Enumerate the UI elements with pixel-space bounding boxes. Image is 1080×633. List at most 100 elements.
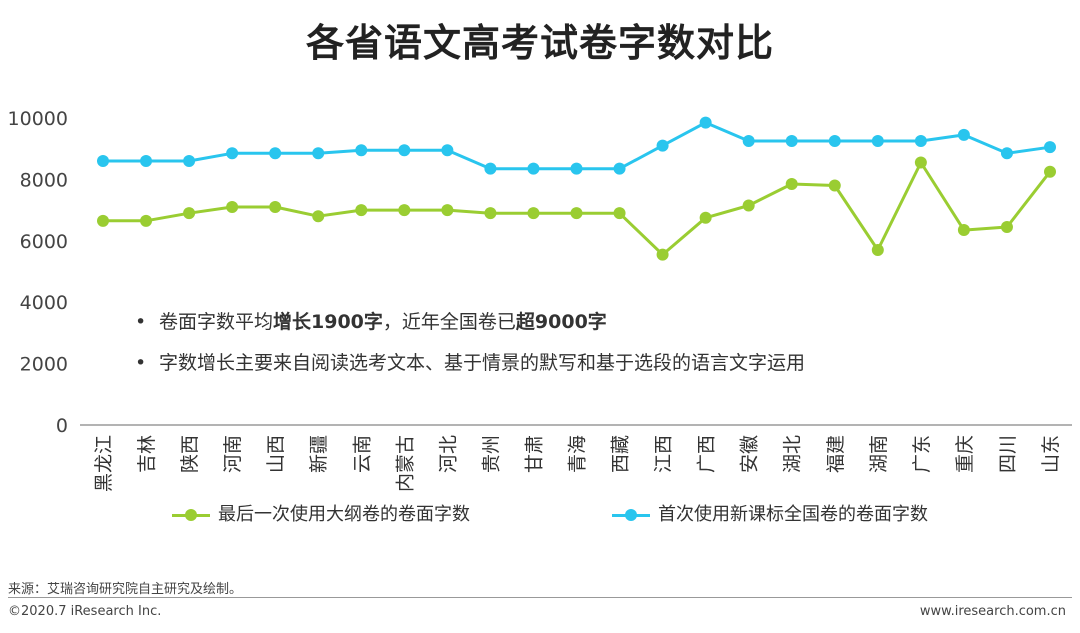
data-point bbox=[699, 211, 712, 224]
x-tick-label: 新疆 bbox=[308, 435, 330, 473]
data-point bbox=[871, 244, 884, 257]
data-point bbox=[183, 154, 196, 167]
series-line bbox=[103, 121, 1051, 171]
note-1-middle: ，近年全国卷已 bbox=[382, 311, 516, 333]
data-point bbox=[183, 207, 196, 220]
data-point bbox=[570, 162, 583, 175]
data-point bbox=[97, 154, 109, 167]
x-tick-label: 陕西 bbox=[179, 435, 201, 473]
data-point bbox=[1000, 220, 1013, 233]
bullet-icon: • bbox=[135, 352, 147, 374]
data-point bbox=[785, 178, 798, 191]
x-tick-label: 江西 bbox=[653, 435, 675, 473]
data-point bbox=[527, 162, 540, 175]
data-point bbox=[1044, 141, 1056, 154]
data-point bbox=[914, 156, 927, 169]
x-tick-label: 重庆 bbox=[954, 435, 976, 473]
data-point bbox=[828, 179, 841, 192]
legend-item-national-exam: 首次使用新课标全国卷的卷面字数 bbox=[612, 500, 928, 526]
data-point bbox=[957, 224, 970, 237]
x-tick-label: 西藏 bbox=[610, 435, 632, 473]
chart-title: 各省语文高考试卷字数对比 bbox=[305, 21, 774, 65]
data-point bbox=[97, 214, 109, 227]
x-tick-label: 福建 bbox=[825, 435, 847, 473]
series-layer bbox=[97, 116, 1056, 261]
note-1: • 卷面字数平均增长1900字，近年全国卷已超9000字 bbox=[135, 307, 805, 334]
x-tick-label: 河南 bbox=[222, 435, 244, 473]
x-tick-label: 山东 bbox=[1040, 435, 1062, 473]
data-point bbox=[484, 162, 497, 175]
copyright: ©2020.7 iResearch Inc. bbox=[8, 604, 162, 619]
x-tick-label: 青海 bbox=[567, 435, 589, 473]
legend-swatch-blue bbox=[612, 508, 650, 521]
x-tick-label: 河北 bbox=[437, 435, 459, 473]
note-2-text: 字数增长主要来自阅读选考文本、基于情景的默写和基于选段的语言文字运用 bbox=[159, 352, 806, 374]
x-tick-label: 四川 bbox=[997, 435, 1019, 473]
data-point bbox=[570, 207, 583, 220]
data-point bbox=[441, 204, 454, 217]
y-tick-labels: 0 2000 4000 6000 8000 10000 bbox=[8, 108, 68, 437]
x-tick-label: 湖北 bbox=[782, 435, 804, 473]
data-point bbox=[613, 207, 626, 220]
x-tick-label: 山西 bbox=[265, 435, 287, 473]
note-1-bold-growth: 增长1900字 bbox=[273, 311, 383, 333]
y-tick-label: 6000 bbox=[20, 231, 68, 253]
x-tick-label: 甘肃 bbox=[523, 435, 545, 473]
data-point bbox=[355, 144, 368, 157]
data-point bbox=[656, 248, 669, 261]
data-point bbox=[613, 162, 626, 175]
x-tick-label: 云南 bbox=[351, 435, 373, 473]
data-point bbox=[398, 144, 411, 157]
data-point bbox=[140, 214, 153, 227]
data-point bbox=[656, 139, 669, 152]
data-point bbox=[269, 201, 282, 214]
data-point bbox=[269, 147, 282, 160]
data-point bbox=[785, 135, 798, 148]
y-tick-label: 2000 bbox=[20, 354, 68, 376]
data-point bbox=[226, 201, 239, 214]
legend-swatch-green bbox=[172, 508, 210, 521]
legend-item-outline-exam: 最后一次使用大纲卷的卷面字数 bbox=[172, 500, 470, 526]
x-tick-label: 广西 bbox=[696, 435, 718, 473]
data-point bbox=[699, 116, 712, 129]
data-point bbox=[957, 128, 970, 141]
data-point bbox=[527, 207, 540, 220]
data-point bbox=[312, 147, 325, 160]
data-point bbox=[441, 144, 454, 157]
y-tick-label: 10000 bbox=[8, 108, 68, 130]
y-tick-label: 4000 bbox=[20, 292, 68, 314]
x-tick-label: 贵州 bbox=[480, 435, 502, 473]
y-tick-label: 0 bbox=[56, 415, 68, 437]
data-point bbox=[355, 204, 368, 217]
data-point bbox=[742, 199, 755, 212]
data-point bbox=[742, 135, 755, 148]
data-point bbox=[1000, 147, 1013, 160]
line-chart: 黑龙江 吉林 陕西 河南 山西 新疆 云南 内蒙古 河北 贵州 甘肃 青海 西藏 江西 广西 安徽 湖北 福建 湖南… bbox=[8, 108, 1072, 492]
x-tick-label: 吉林 bbox=[136, 435, 158, 473]
note-2: • 字数增长主要来自阅读选考文本、基于情景的默写和基于选段的语言文字运用 bbox=[135, 348, 805, 375]
x-tick-label: 内蒙古 bbox=[394, 435, 416, 492]
data-point bbox=[828, 135, 841, 148]
website-link[interactable]: www.iresearch.com.cn bbox=[919, 604, 1066, 619]
y-tick-label: 8000 bbox=[20, 169, 68, 191]
data-point bbox=[398, 204, 411, 217]
x-tick-label: 黑龙江 bbox=[93, 435, 115, 492]
data-point bbox=[312, 210, 325, 223]
x-tick-label: 湖南 bbox=[868, 435, 890, 473]
data-point bbox=[1044, 165, 1056, 178]
footer-divider bbox=[8, 597, 1072, 598]
data-point bbox=[914, 135, 927, 148]
x-tick-label: 广东 bbox=[911, 435, 933, 473]
legend-label-outline-exam: 最后一次使用大纲卷的卷面字数 bbox=[218, 504, 470, 525]
x-tick-labels: 黑龙江 吉林 陕西 河南 山西 新疆 云南 内蒙古 河北 贵州 甘肃 青海 西藏 江西 广西 安徽 湖北 福建 湖南… bbox=[93, 435, 1062, 492]
annotation-notes: • 卷面字数平均增长1900字，近年全国卷已超9000字 • 字数增长主要来自阅读选… bbox=[135, 307, 805, 389]
legend-label-national-exam: 首次使用新课标全国卷的卷面字数 bbox=[658, 504, 928, 525]
bullet-icon: • bbox=[135, 311, 147, 333]
source-note: 来源：艾瑞咨询研究院自主研究及绘制。 bbox=[8, 582, 243, 597]
data-point bbox=[140, 154, 153, 167]
data-point bbox=[871, 135, 884, 148]
x-tick-label: 安徽 bbox=[739, 435, 761, 473]
note-1-prefix: 卷面字数平均 bbox=[159, 311, 274, 333]
note-1-bold-total: 超9000字 bbox=[515, 311, 607, 333]
data-point bbox=[226, 147, 239, 160]
